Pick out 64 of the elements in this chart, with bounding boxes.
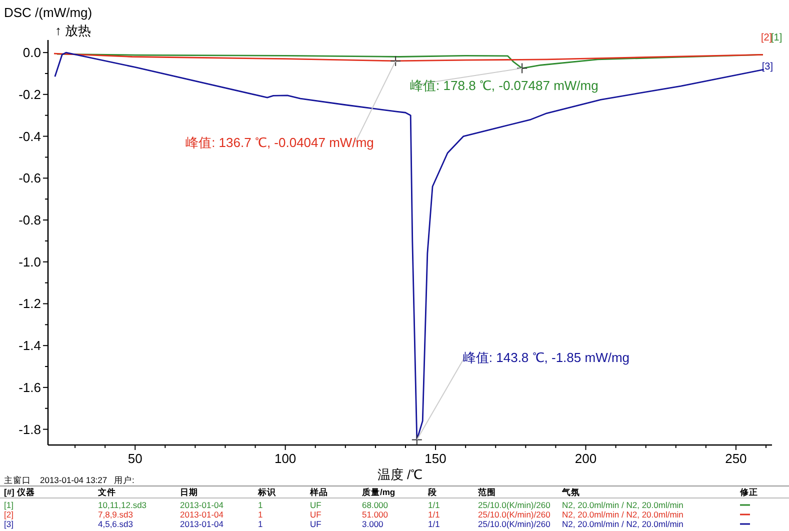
x-tick-label: 200: [574, 451, 597, 466]
text: N2, 20.0ml/min / N2, 20.0ml/min: [562, 510, 684, 520]
text: 2013-01-04 13:27: [40, 475, 108, 485]
text: 1/1: [428, 500, 440, 510]
y-tick-label: -1.4: [18, 338, 41, 354]
text: [#] 仪器: [4, 487, 35, 497]
y-tick-label: -0.2: [18, 86, 41, 102]
annotation: 峰值: 143.8 ℃, -1.85 mW/mg: [462, 350, 630, 365]
text: 样品: [309, 487, 328, 497]
text: 文件: [97, 487, 116, 497]
text: 质量/mg: [361, 487, 396, 497]
text: UF: [310, 500, 322, 510]
y-tick-label: -1.0: [18, 254, 41, 270]
y-tick-label: 0.0: [22, 45, 41, 60]
text: 日期: [180, 487, 198, 497]
text: 25/10.0(K/min)/260: [478, 510, 551, 520]
series-label: [1]: [770, 32, 782, 44]
text: 1: [258, 500, 263, 510]
text: UF: [310, 519, 322, 529]
text: 10,11,12.sd3: [98, 500, 147, 510]
y-tick-label: -1.6: [18, 380, 41, 395]
y-tick-label: -0.8: [18, 212, 41, 228]
annotation: 峰值: 136.7 ℃, -0.04047 mW/mg: [186, 135, 374, 150]
text: 范围: [477, 487, 496, 497]
text: 1/1: [428, 519, 440, 529]
text: 1/1: [428, 510, 440, 520]
text: 2013-01-04: [180, 500, 224, 510]
text: [3]: [4, 519, 14, 529]
text: 25/10.0(K/min)/260: [478, 519, 551, 529]
text: 7,8,9.sd3: [98, 510, 134, 520]
text: 段: [427, 487, 438, 497]
text: 气氛: [561, 487, 580, 497]
text: N2, 20.0ml/min / N2, 20.0ml/min: [562, 500, 684, 510]
text: 51.000: [362, 510, 388, 520]
text: 标识: [257, 487, 277, 497]
text: 4,5,6.sd3: [98, 519, 134, 529]
series-label: [2]: [760, 32, 772, 44]
y-tick-label: -0.4: [18, 128, 41, 144]
y-tick-label: -1.2: [18, 296, 41, 312]
text: 2013-01-04: [180, 510, 224, 520]
x-tick-label: 50: [128, 451, 142, 466]
y-tick-label: -0.6: [18, 170, 41, 186]
text: 主窗口: [4, 475, 31, 485]
text: UF: [310, 510, 322, 520]
text: 3.000: [362, 519, 384, 529]
x-tick-label: 100: [274, 451, 296, 466]
text: 1: [258, 510, 263, 520]
text: 1: [258, 519, 263, 529]
text: [1]: [4, 500, 14, 510]
text: [2]: [4, 510, 14, 520]
text: 修正: [739, 487, 758, 497]
series-label: [3]: [762, 62, 774, 73]
text: 用户:: [114, 475, 134, 485]
x-tick-label: 250: [725, 451, 747, 466]
text: 25/10.0(K/min)/260: [478, 500, 551, 510]
annotation: 峰值: 178.8 ℃, -0.07487 mW/mg: [410, 78, 598, 94]
text: 2013-01-04: [180, 519, 224, 529]
text: ↑ 放热: [55, 23, 92, 38]
text: N2, 20.0ml/min / N2, 20.0ml/min: [562, 519, 684, 529]
x-axis-title: 温度 /℃: [377, 467, 423, 482]
y-axis-title: DSC /(mW/mg): [4, 5, 92, 20]
text: 68.000: [362, 500, 388, 510]
x-tick-label: 150: [424, 451, 446, 466]
y-tick-label: -1.8: [18, 422, 41, 437]
